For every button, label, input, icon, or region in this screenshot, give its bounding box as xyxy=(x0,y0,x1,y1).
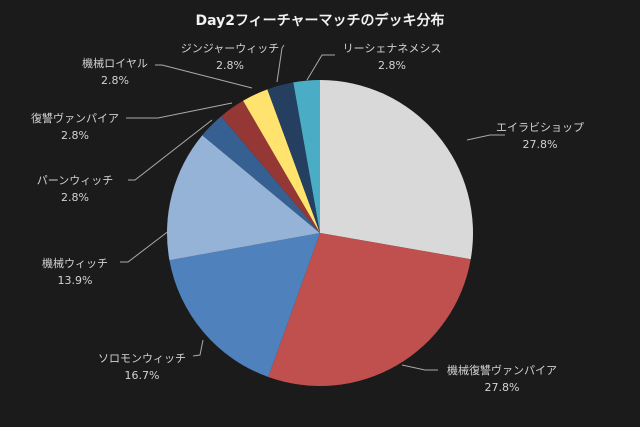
pie-slice-0 xyxy=(320,80,473,260)
leader-line-0 xyxy=(466,134,505,141)
leader-line-1 xyxy=(401,364,438,371)
pie-slice-6 xyxy=(243,89,320,233)
pie-slice-2 xyxy=(169,233,320,377)
leader-line-2 xyxy=(192,339,204,357)
slice-label-5: 復讐ヴァンパイア 2.8% xyxy=(31,112,119,142)
slice-label-4: パーンウィッチ 2.8% xyxy=(36,174,114,204)
leader-line-7 xyxy=(276,44,285,83)
slice-label-8: リーシェナネメシス 2.8% xyxy=(342,42,442,72)
pie-slice-1 xyxy=(268,233,471,386)
chart-title: Day2フィーチャーマッチのデッキ分布 xyxy=(195,13,445,29)
pie-slice-5 xyxy=(221,100,320,233)
leader-lines xyxy=(120,44,505,371)
slice-label-7: ジンジャーウィッチ 2.8% xyxy=(180,42,280,72)
slice-label-0: エイラビショップ 27.8% xyxy=(496,121,584,151)
leader-line-4 xyxy=(128,119,213,181)
pie-slice-8 xyxy=(293,80,320,233)
leader-line-8 xyxy=(306,54,335,81)
slice-label-6: 機械ロイヤル 2.8% xyxy=(82,57,148,87)
leader-line-6 xyxy=(155,64,253,89)
pie-slices xyxy=(167,80,473,386)
pie-slice-3 xyxy=(167,135,320,261)
slice-label-2: ソロモンウィッチ 16.7% xyxy=(98,352,186,382)
pie-slice-7 xyxy=(267,82,320,233)
slice-label-1: 機械復讐ヴァンパイア 27.8% xyxy=(447,364,557,394)
leader-line-3 xyxy=(120,229,171,263)
pie-slice-4 xyxy=(202,116,320,233)
leader-line-5 xyxy=(126,102,233,119)
slice-label-3: 機械ウィッチ 13.9% xyxy=(42,257,108,287)
